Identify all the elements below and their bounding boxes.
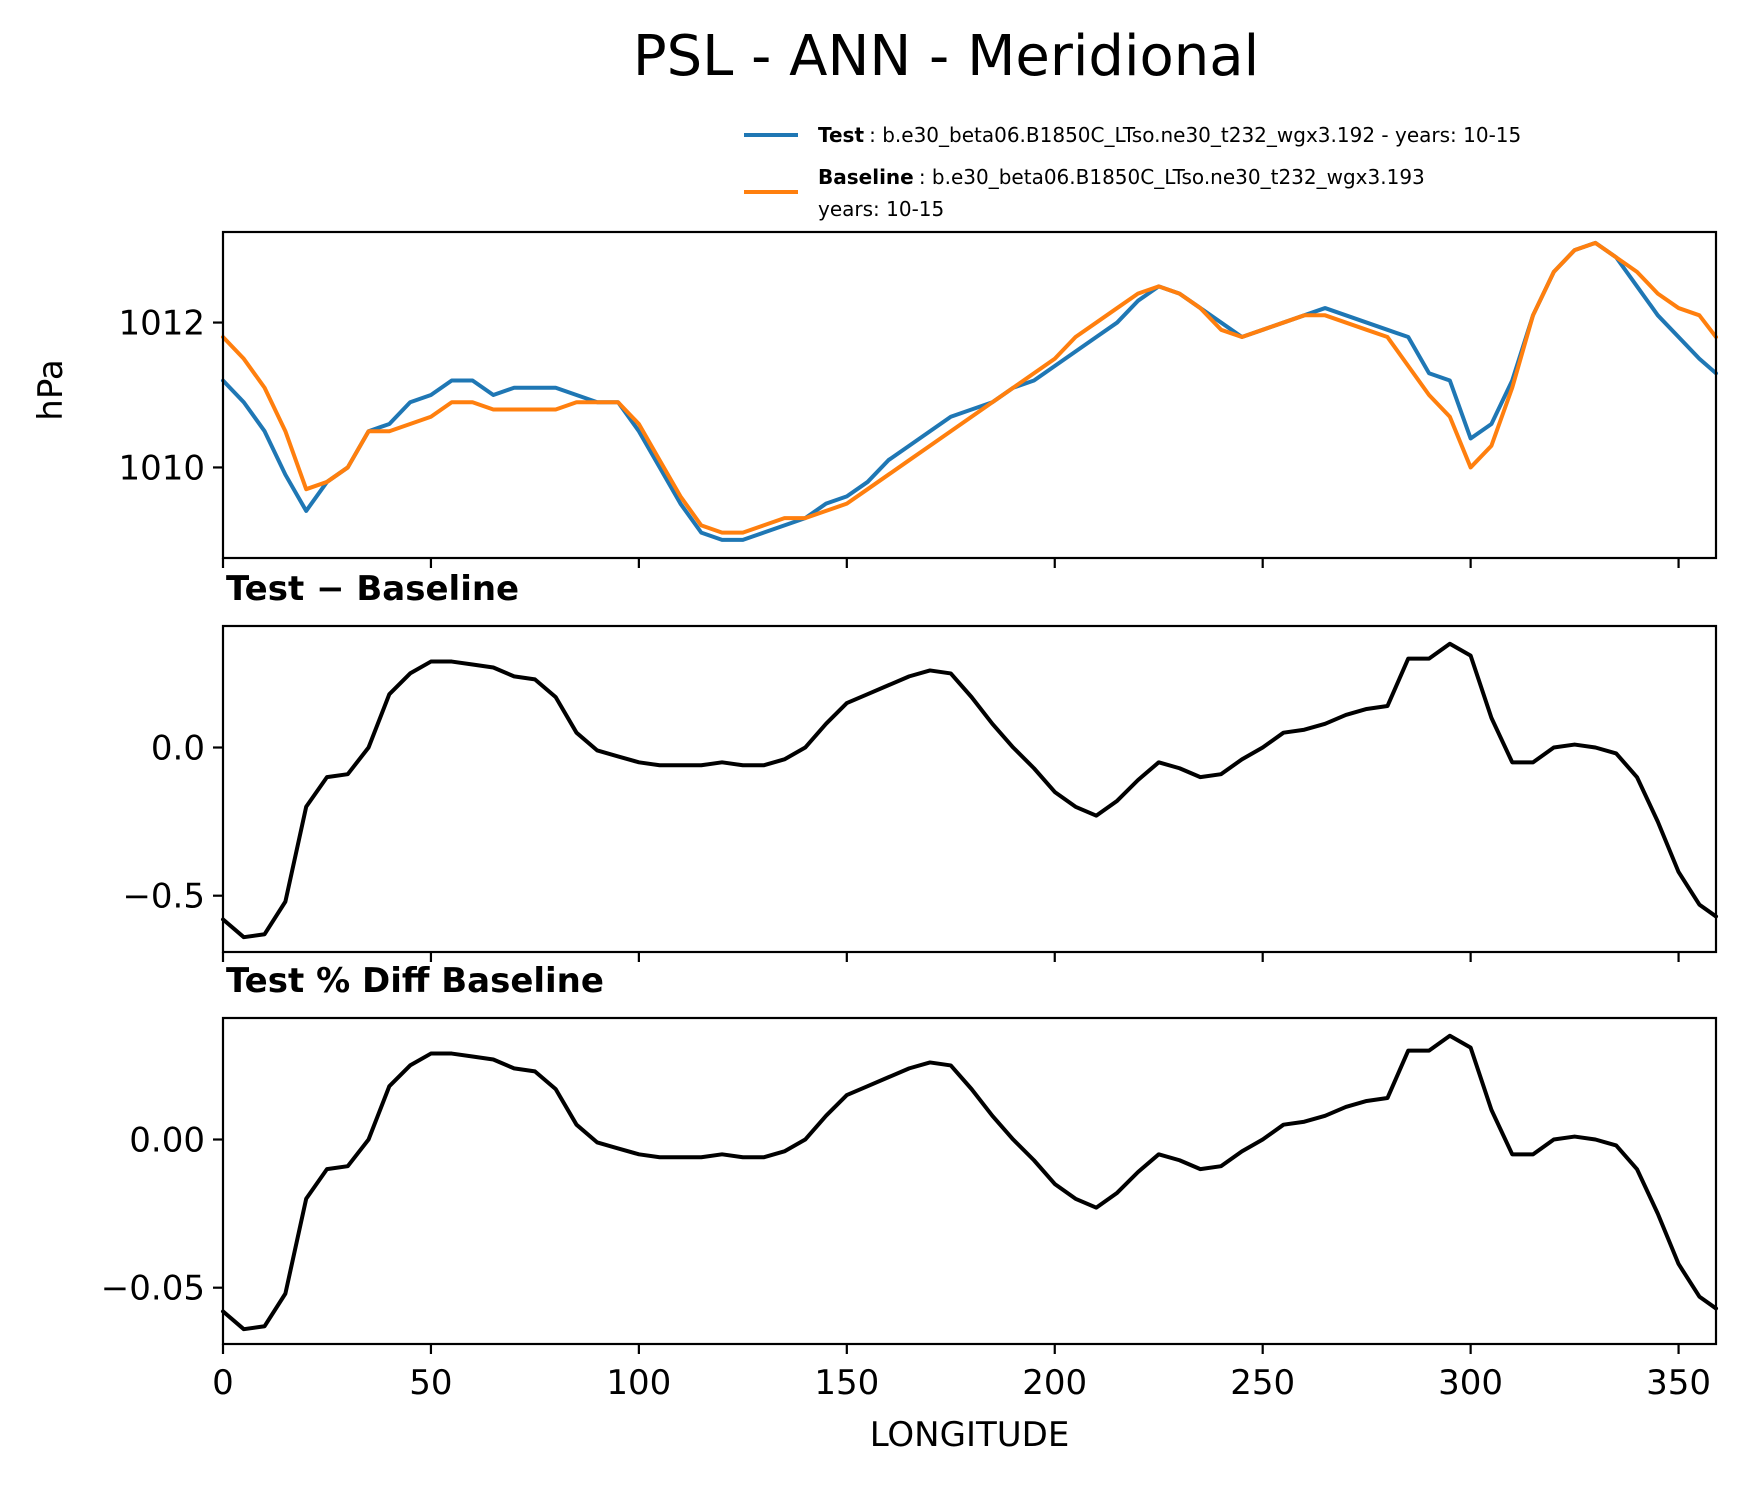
y-tick-label: −0.5 xyxy=(122,877,205,917)
x-tick-label: 0 xyxy=(212,1363,234,1403)
x-tick-label: 100 xyxy=(606,1363,671,1403)
axes-frame xyxy=(221,624,1718,954)
x-tick-label: 300 xyxy=(1438,1363,1503,1403)
legend-test-text: : b.e30_beta06.B1850C_LTso.ne30_t232_wgx… xyxy=(869,123,1521,147)
y-tick-label: 0.0 xyxy=(151,729,205,769)
x-tick-label: 200 xyxy=(1022,1363,1087,1403)
series-line-test xyxy=(221,240,1718,542)
series-line-test-diff-baseline xyxy=(221,1033,1718,1332)
legend-test-entry: Test : b.e30_beta06.B1850C_LTso.ne30_t23… xyxy=(818,123,1521,147)
x-tick-label: 150 xyxy=(814,1363,879,1403)
panel-title: Test % Diff Baseline xyxy=(226,961,604,1001)
x-tick-label: 350 xyxy=(1646,1363,1711,1403)
chart-panel-top: 1010 1012 hPa xyxy=(31,230,1718,568)
legend-test-key: Test xyxy=(818,123,864,147)
chart-panel-bottom: 0 50 100 150 200 250 300 350 0.00 −0.05 Test % Dif… xyxy=(101,961,1718,1455)
y-tick-label: 1012 xyxy=(118,304,205,344)
legend: Test : b.e30_beta06.B1850C_LTso.ne30_t23… xyxy=(744,123,1521,221)
x-tick-label: 250 xyxy=(1230,1363,1295,1403)
panel-title: Test − Baseline xyxy=(226,569,519,609)
axes-frame xyxy=(221,230,1718,560)
y-axis-label: hPa xyxy=(31,359,71,420)
legend-baseline-years: years: 10-15 xyxy=(818,197,944,221)
legend-baseline-key: Baseline xyxy=(818,165,914,189)
x-tick-label: 50 xyxy=(409,1363,452,1403)
series-line-baseline xyxy=(221,240,1718,535)
y-tick-label: 0.00 xyxy=(129,1121,205,1161)
series-line-test-baseline xyxy=(221,641,1718,940)
axes-frame xyxy=(221,1016,1718,1346)
x-axis-label: LONGITUDE xyxy=(870,1415,1070,1455)
y-tick-label: 1010 xyxy=(118,448,205,488)
y-tick-label: −0.05 xyxy=(101,1269,205,1309)
figure-title: PSL - ANN - Meridional xyxy=(633,24,1259,89)
legend-baseline-text: : b.e30_beta06.B1850C_LTso.ne30_t232_wgx… xyxy=(919,165,1425,189)
chart-panel-middle: 0.0 −0.5 Test − Baseline xyxy=(122,569,1718,962)
legend-baseline-entry: Baseline : b.e30_beta06.B1850C_LTso.ne30… xyxy=(818,165,1425,189)
